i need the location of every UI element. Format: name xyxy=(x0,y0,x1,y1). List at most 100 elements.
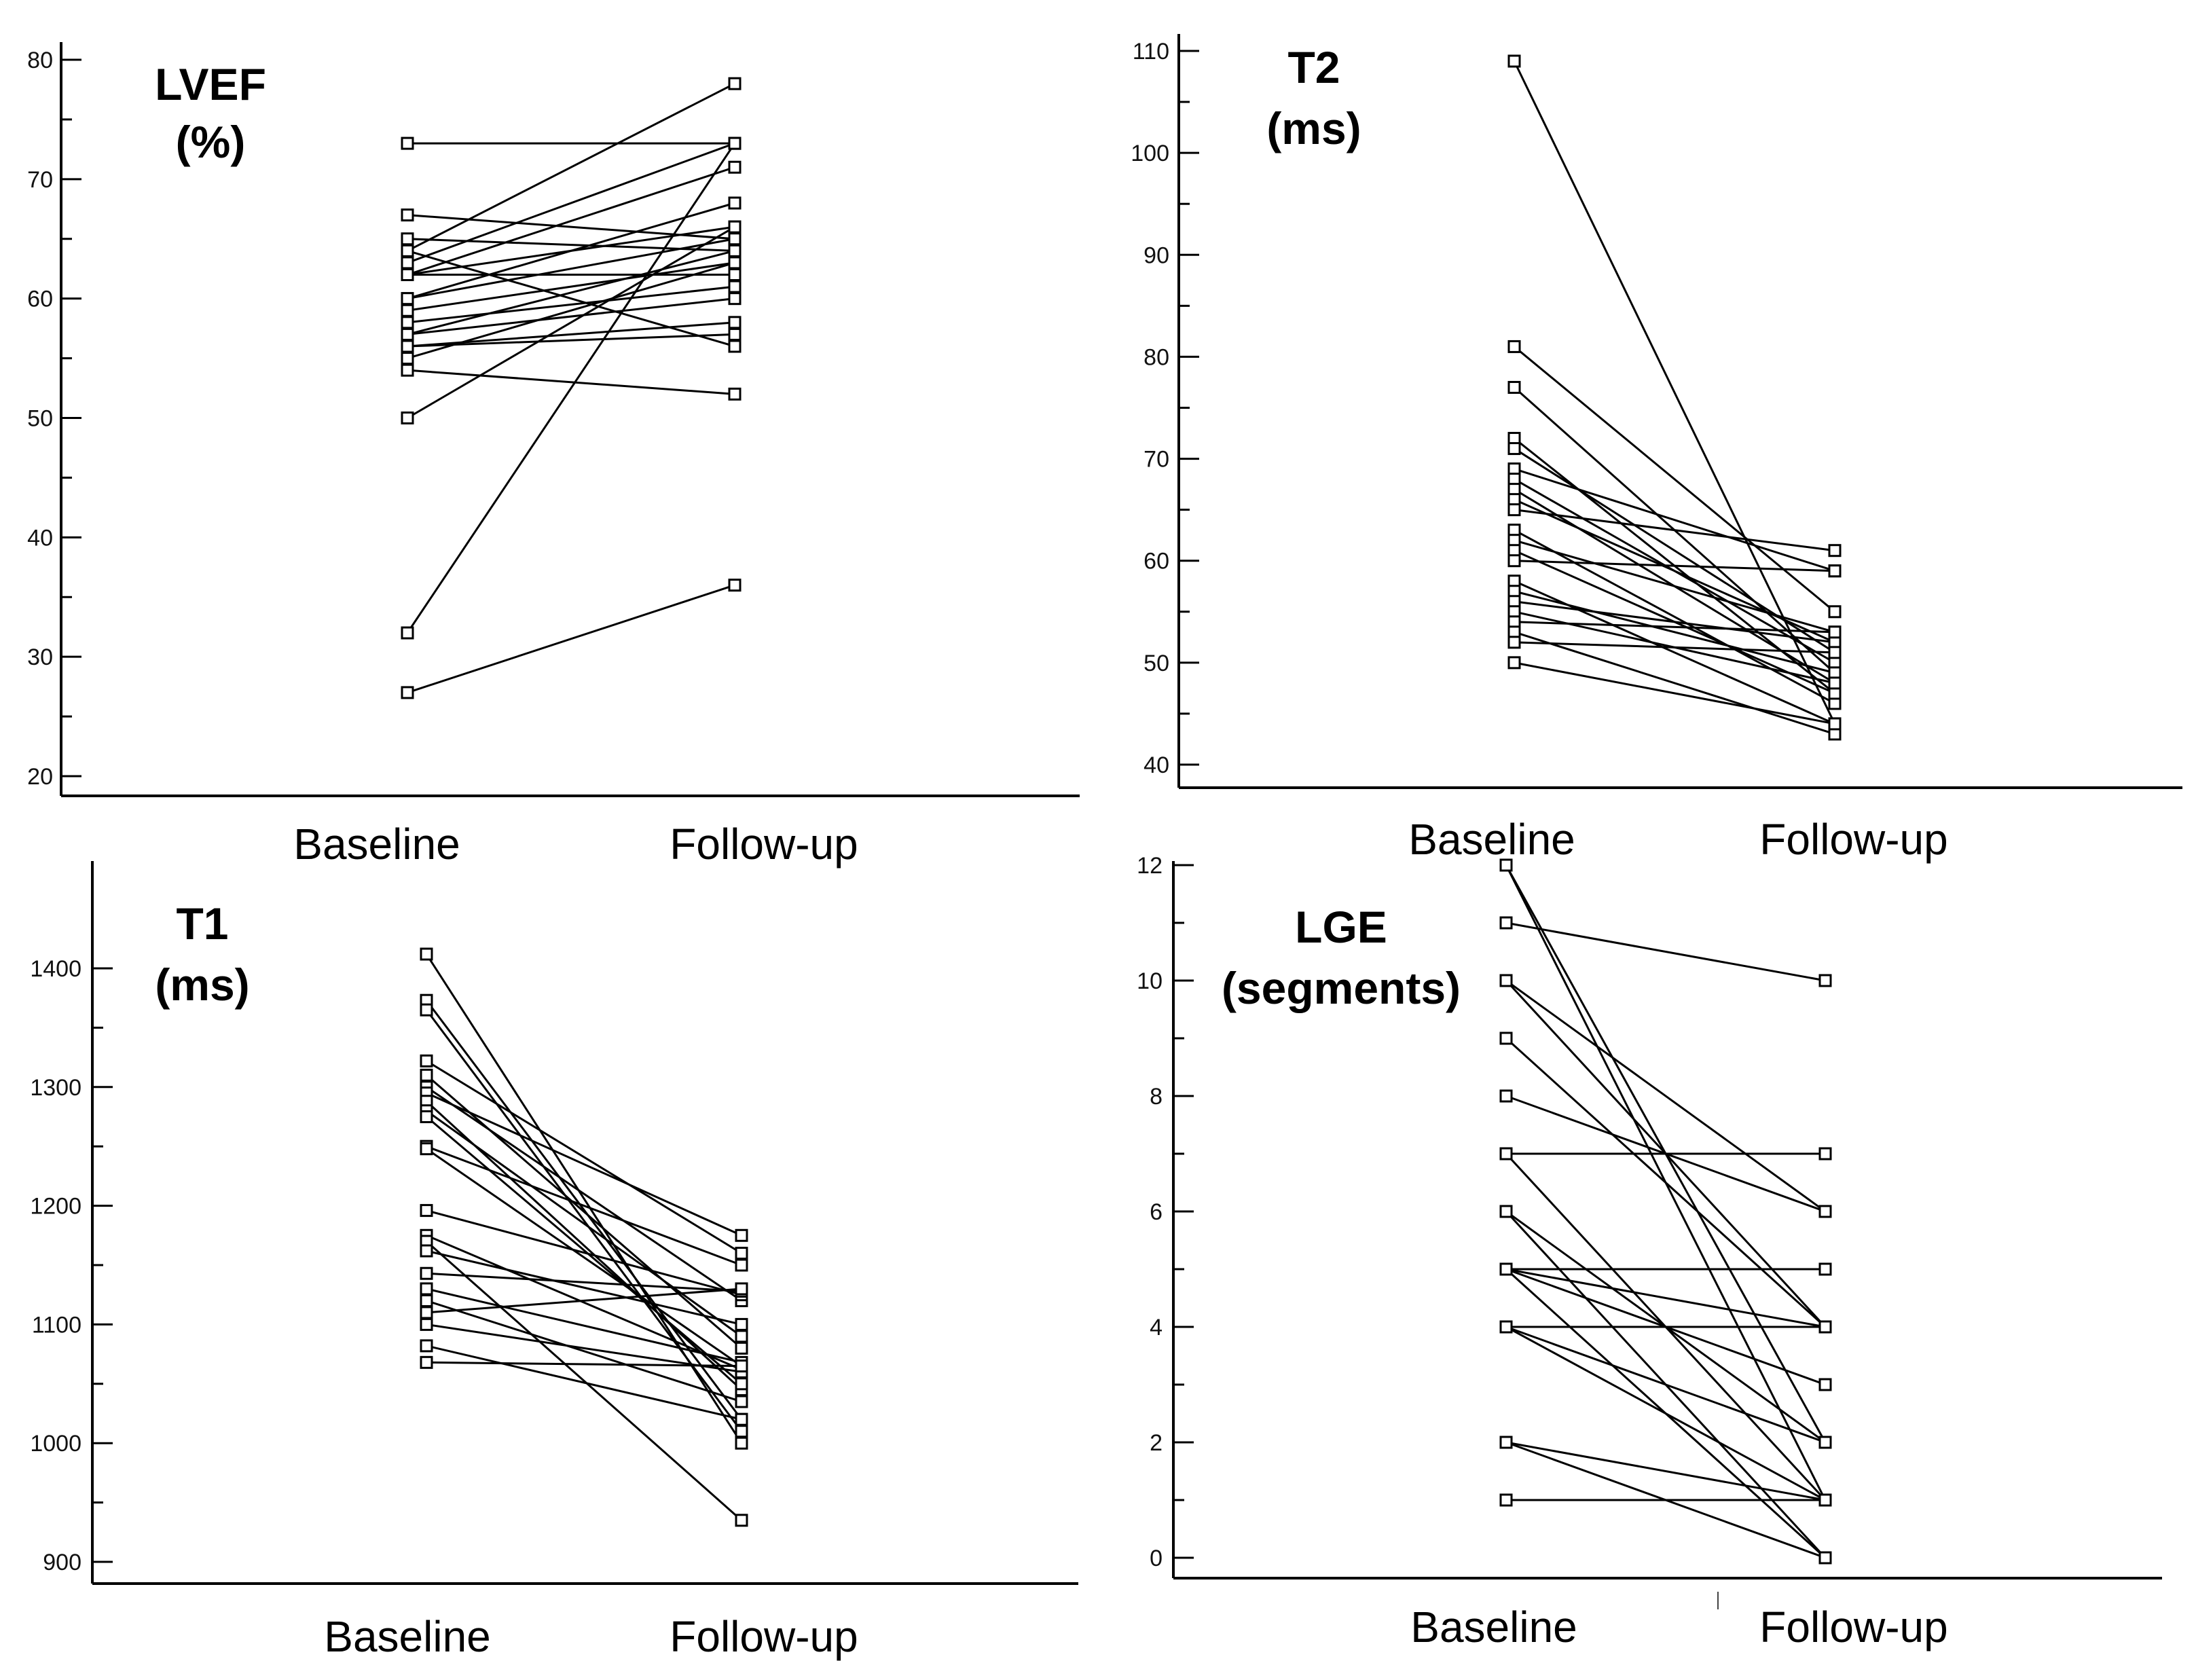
t1-pair-line-3 xyxy=(426,1060,742,1254)
lvef-ytick-label-60: 60 xyxy=(27,287,53,312)
lge-marker-followup-16 xyxy=(1818,1436,1832,1449)
t2-marker-followup-17 xyxy=(1828,676,1842,690)
t1-pair-line-4 xyxy=(426,1074,742,1349)
t2-ytick-label-60: 60 xyxy=(1143,549,1169,574)
t1-title-line2: (ms) xyxy=(155,960,249,1010)
t2-marker-baseline-9 xyxy=(1507,503,1521,517)
t1-title-line1: T1 xyxy=(176,898,228,949)
t1-ytick-label-1200: 1200 xyxy=(30,1194,81,1220)
t1-marker-baseline-2 xyxy=(420,1003,433,1017)
t1-marker-followup-18 xyxy=(735,1395,748,1408)
lvef-panel: 20 30 40 50 60 70 80 LVEF (%) Baseline Follow-… xyxy=(27,42,1080,869)
t1-marker-baseline-18 xyxy=(420,1294,433,1307)
lvef-pair-line-12 xyxy=(407,285,735,324)
t1-ytick-label-1100: 1100 xyxy=(32,1312,81,1338)
lvef-pair-line-9 xyxy=(407,202,735,300)
lvef-markers xyxy=(401,77,742,699)
lge-pair-line-3 xyxy=(1505,979,1826,1213)
t1-pair-line-9 xyxy=(426,1116,742,1385)
t1-category-baseline: Baseline xyxy=(324,1612,491,1661)
lvef-y-ticks: 20 30 40 50 60 70 80 xyxy=(27,48,81,790)
lvef-marker-followup-20 xyxy=(728,136,742,150)
t2-marker-followup-1 xyxy=(1828,605,1842,619)
t1-marker-followup-14 xyxy=(735,1514,748,1527)
t2-pair-line-20 xyxy=(1514,641,1835,654)
t1-pair-line-5 xyxy=(426,1086,742,1302)
lvef-pair-line-3 xyxy=(407,82,735,252)
t1-pair-line-17 xyxy=(426,1288,742,1364)
lvef-ytick-label-30: 30 xyxy=(27,644,53,670)
t1-marker-followup-0 xyxy=(735,1436,748,1450)
lvef-pair-line-14 xyxy=(407,249,735,335)
lvef-marker-baseline-11 xyxy=(401,304,414,317)
lvef-marker-followup-14 xyxy=(728,244,742,257)
t1-pair-line-13 xyxy=(426,1234,742,1371)
t1-marker-followup-15 xyxy=(735,1317,748,1331)
t2-marker-followup-9 xyxy=(1828,544,1842,558)
t2-ytick-label-70: 70 xyxy=(1143,447,1169,473)
lvef-marker-followup-21 xyxy=(728,579,742,592)
t1-pair-line-11 xyxy=(426,1148,742,1367)
t2-title-line1: T2 xyxy=(1287,42,1340,92)
lge-marker-followup-2 xyxy=(1818,974,1832,987)
t1-ytick-label-900: 900 xyxy=(43,1550,81,1575)
lge-markers xyxy=(1499,858,1832,1565)
lvef-pair-line-19 xyxy=(407,225,735,419)
t1-ytick-label-1000: 1000 xyxy=(30,1431,81,1457)
t2-pair-line-21 xyxy=(1514,661,1835,725)
t1-pair-line-15 xyxy=(426,1249,742,1326)
t1-marker-baseline-3 xyxy=(420,1054,433,1067)
lvef-marker-followup-12 xyxy=(728,280,742,293)
t2-pair-line-8 xyxy=(1514,498,1835,644)
t2-ytick-label-80: 80 xyxy=(1143,344,1169,370)
lvef-pair-lines xyxy=(406,82,736,694)
t1-marker-followup-8 xyxy=(735,1330,748,1343)
t2-category-followup: Follow-up xyxy=(1759,815,1947,864)
lvef-pair-line-18 xyxy=(407,369,735,395)
lvef-title-line2: (%) xyxy=(176,117,246,167)
lge-marker-baseline-17 xyxy=(1499,1320,1513,1334)
t1-category-followup: Follow-up xyxy=(670,1612,858,1661)
lvef-marker-baseline-4 xyxy=(401,244,414,257)
t2-marker-baseline-13 xyxy=(1507,554,1521,568)
lvef-marker-baseline-14 xyxy=(401,327,414,341)
t2-marker-baseline-21 xyxy=(1507,656,1521,670)
t1-pair-line-8 xyxy=(426,1110,742,1338)
t2-markers xyxy=(1507,54,1842,741)
lvef-title-line1: LVEF xyxy=(155,59,266,109)
t1-marker-followup-19 xyxy=(735,1282,748,1296)
t2-marker-baseline-20 xyxy=(1507,636,1521,649)
lvef-pair-line-20 xyxy=(406,143,736,634)
t1-marker-followup-3 xyxy=(735,1247,748,1260)
lvef-marker-followup-17 xyxy=(728,256,742,270)
lge-ytick-label-4: 4 xyxy=(1150,1315,1163,1340)
lvef-marker-followup-10 xyxy=(728,232,742,246)
lvef-marker-followup-8 xyxy=(728,268,742,281)
lvef-marker-baseline-12 xyxy=(401,316,414,329)
lge-pair-line-5 xyxy=(1505,1037,1827,1328)
t1-marker-baseline-9 xyxy=(420,1110,433,1123)
t2-marker-followup-21 xyxy=(1828,717,1842,731)
lge-marker-followup-6 xyxy=(1818,1205,1832,1218)
lvef-marker-baseline-16 xyxy=(401,340,414,353)
t1-marker-followup-9 xyxy=(735,1377,748,1391)
t2-ytick-label-110: 110 xyxy=(1133,39,1169,65)
t1-pair-line-22 xyxy=(426,1361,742,1368)
t2-pair-line-15 xyxy=(1514,590,1835,674)
lvef-marker-baseline-5 xyxy=(401,256,414,270)
lvef-marker-followup-3 xyxy=(728,77,742,90)
lvef-marker-followup-6 xyxy=(728,160,742,174)
t2-marker-followup-18 xyxy=(1828,625,1842,639)
lvef-marker-followup-18 xyxy=(728,387,742,401)
lge-marker-baseline-14 xyxy=(1499,1262,1513,1276)
lvef-pair-line-13 xyxy=(407,297,735,335)
lge-pair-line-2 xyxy=(1505,921,1826,982)
lge-marker-baseline-6 xyxy=(1499,1089,1513,1103)
lge-marker-baseline-19 xyxy=(1499,1436,1513,1449)
t1-marker-baseline-11 xyxy=(420,1142,433,1156)
lvef-ytick-label-50: 50 xyxy=(27,406,53,432)
t1-marker-followup-2 xyxy=(735,1425,748,1438)
lge-ytick-label-2: 2 xyxy=(1150,1430,1163,1456)
t2-pair-line-13 xyxy=(1514,560,1835,572)
